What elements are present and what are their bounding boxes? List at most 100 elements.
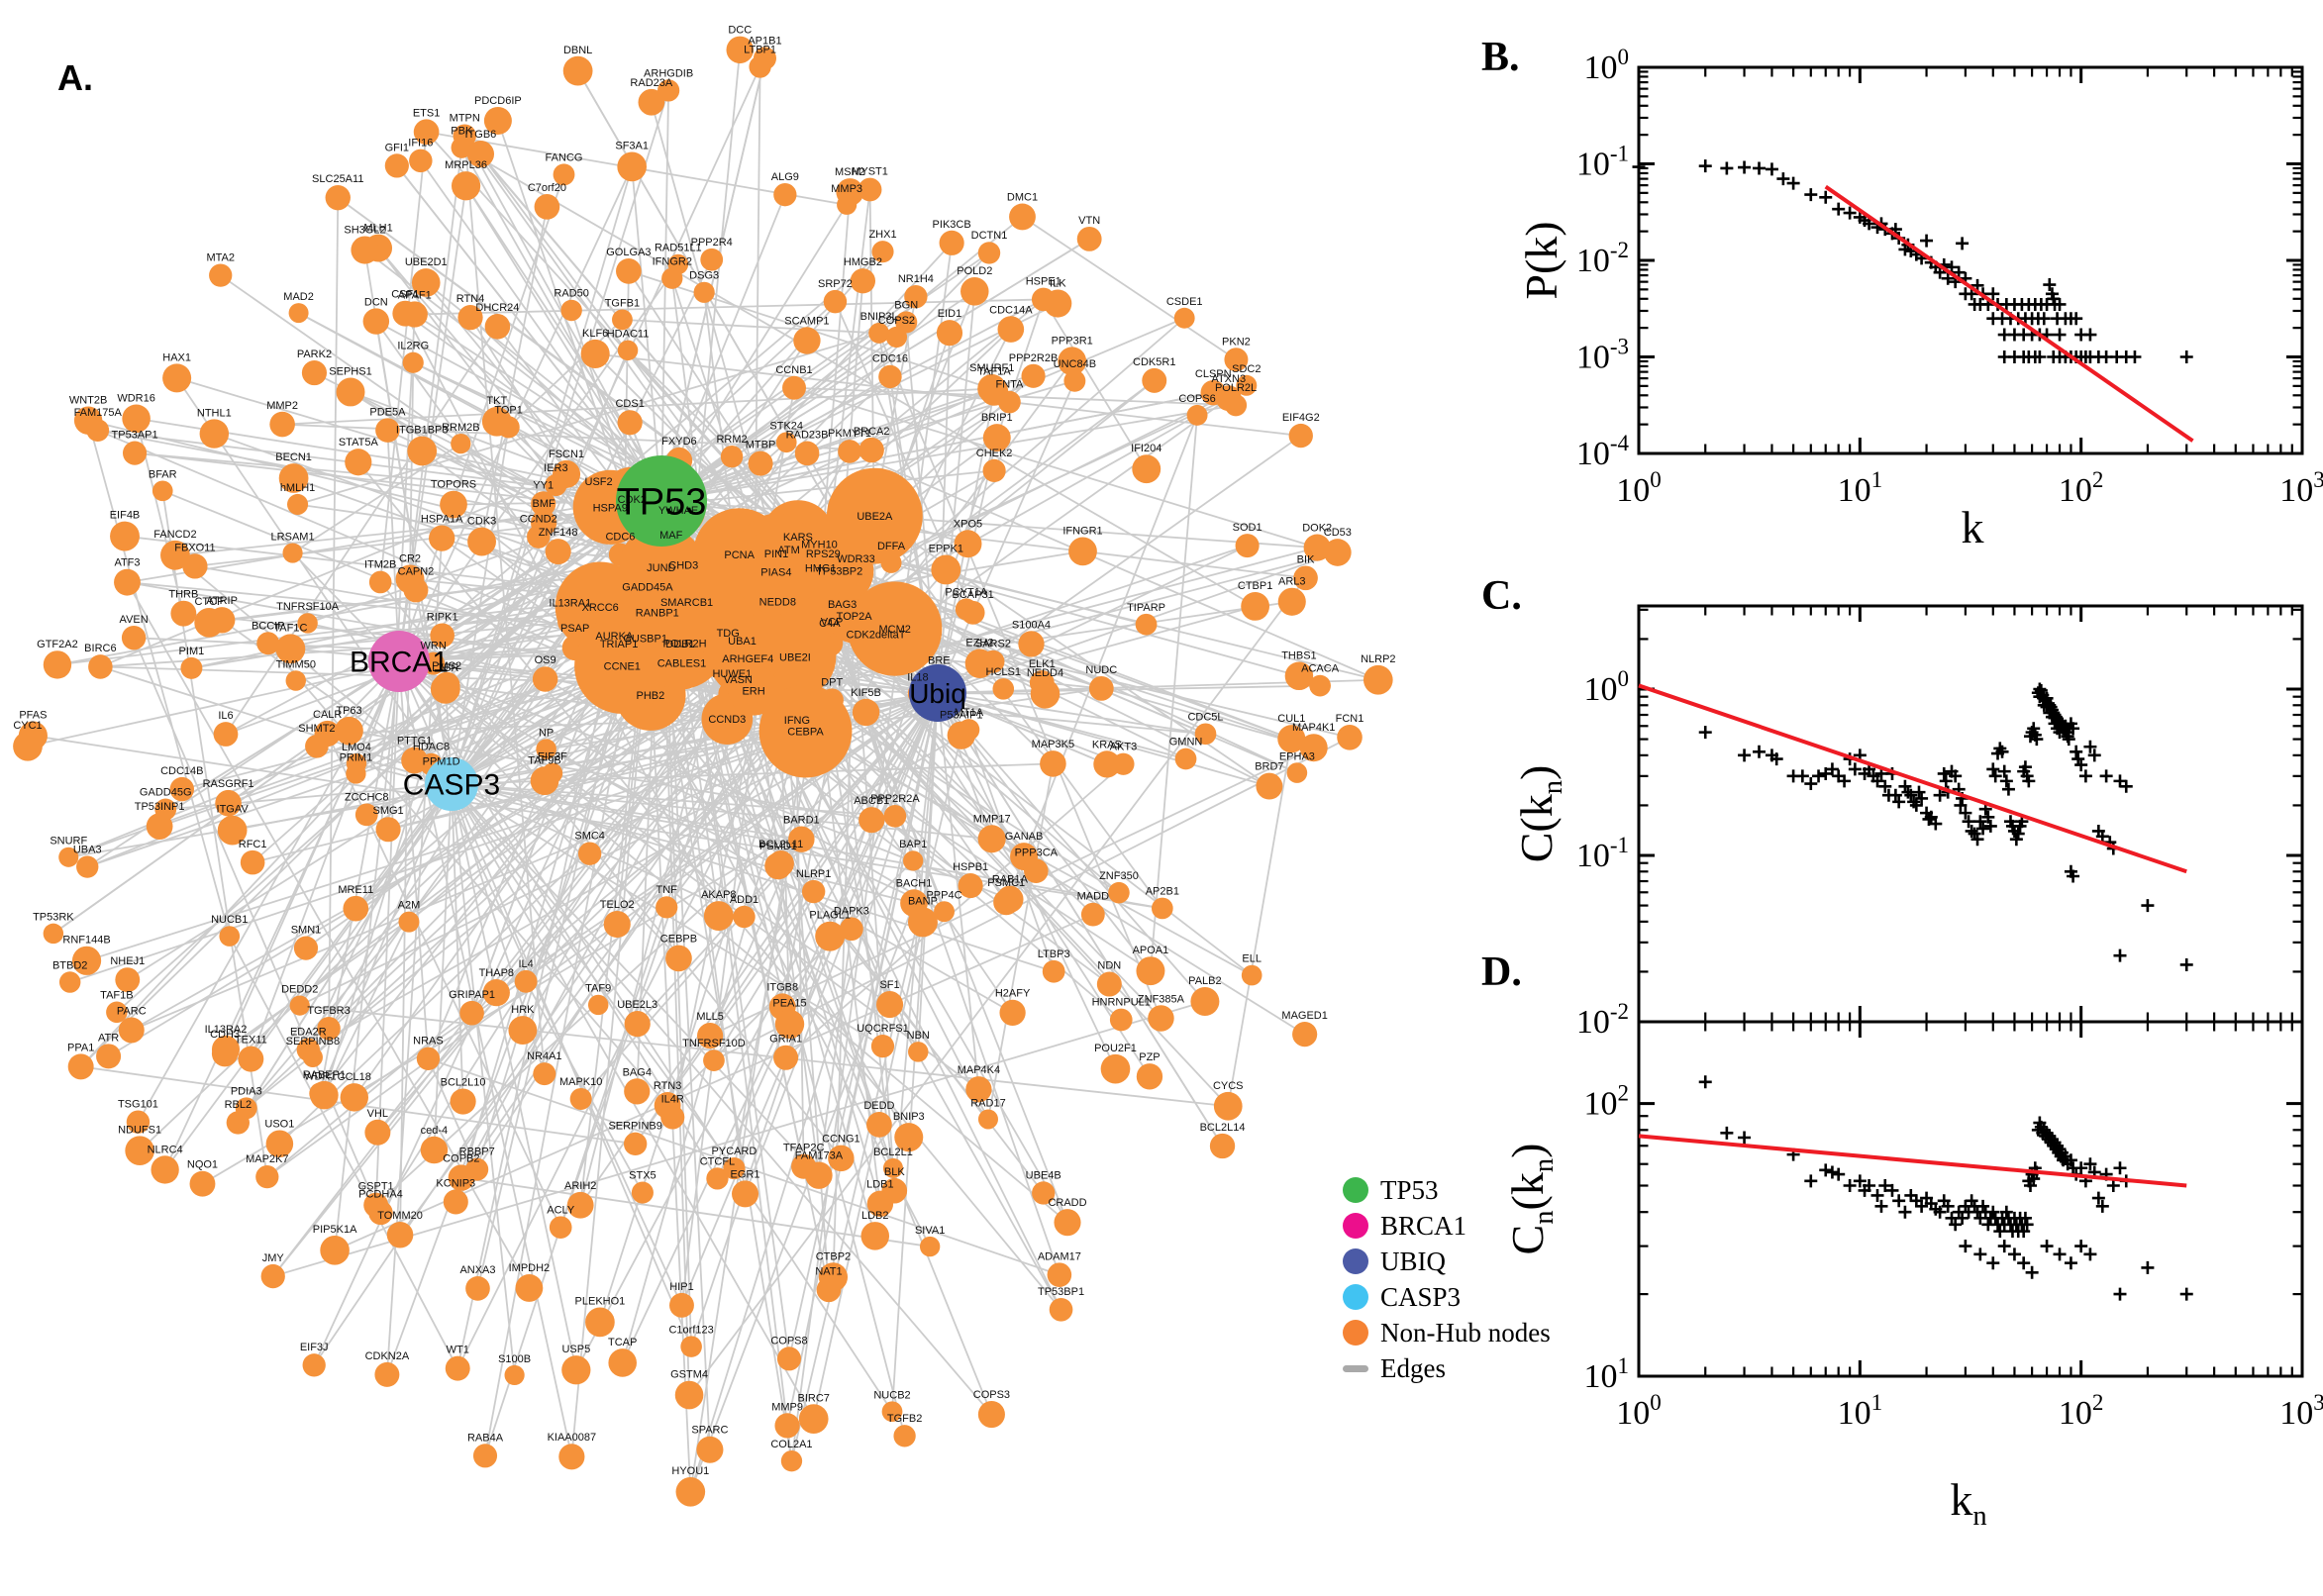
network-node-label: GADD45A (622, 582, 673, 594)
network-edge (660, 89, 670, 502)
data-point (1892, 1194, 1906, 1208)
data-points (1632, 159, 2193, 363)
network-node (302, 1353, 326, 1377)
network-node (1190, 987, 1220, 1017)
x-tick-label: 101 (1838, 1390, 1883, 1432)
network-edge (689, 902, 915, 1493)
network-node (566, 1191, 594, 1219)
network-node (958, 873, 983, 899)
network-node-label: SERPINB9 (608, 1121, 661, 1133)
data-point (1804, 188, 1818, 202)
network-edge (281, 387, 993, 426)
network-node (908, 1042, 929, 1062)
network-node (43, 923, 64, 945)
network-edge (291, 443, 462, 554)
network-node (580, 339, 610, 368)
network-node (1224, 348, 1249, 372)
y-tick-label: 10-3 (1576, 335, 1629, 376)
network-edge (433, 783, 453, 1151)
network-edge (334, 660, 400, 1251)
network-node (1337, 725, 1363, 750)
network-node (999, 999, 1026, 1027)
network-node-label: GADD45G (140, 787, 192, 799)
network-node (848, 581, 943, 676)
network-node (320, 1236, 350, 1265)
x-tick-label: 100 (1616, 467, 1662, 509)
network-node (697, 1023, 724, 1049)
data-point (1962, 815, 1975, 829)
network-node-label: CDK2 (618, 494, 647, 506)
network-node-label: KLF6 (582, 328, 608, 340)
data-point (2128, 350, 2142, 363)
network-node (728, 664, 779, 716)
y-axis-title: P(k) (1516, 221, 1566, 299)
network-node (560, 299, 582, 322)
network-edge (323, 921, 410, 1097)
network-node (1100, 1053, 1131, 1084)
network-node (860, 1222, 890, 1250)
x-tick-label: 102 (2059, 467, 2104, 509)
data-point (1804, 777, 1818, 791)
network-node-label: BCCIP (252, 620, 285, 632)
y-tick-label: 10-1 (1576, 142, 1629, 183)
network-node (876, 991, 904, 1019)
network-node (467, 527, 496, 556)
network-edge (323, 684, 449, 1097)
network-node-label: KARS (783, 532, 813, 544)
network-node (217, 815, 248, 846)
network-node (1241, 592, 1270, 621)
data-point (2040, 1240, 2054, 1253)
network-node (982, 424, 1011, 452)
network-node (235, 1097, 257, 1120)
network-node (703, 901, 734, 932)
data-point (2179, 1287, 2193, 1301)
data-point (1738, 1131, 1752, 1145)
network-edge (225, 500, 662, 736)
network-node (531, 510, 557, 537)
network-node-label: CDC6 (605, 532, 635, 544)
data-point (2099, 769, 2113, 783)
network-node-label: PCNA (724, 549, 755, 561)
network-node (1010, 843, 1039, 871)
network-node (703, 1049, 725, 1071)
network-edge (278, 718, 729, 1146)
hub-node-casp3 (425, 757, 478, 811)
data-point (2083, 1247, 2097, 1261)
network-node-label: COPS6 (1178, 393, 1215, 405)
data-point (2071, 752, 2085, 766)
network-node (675, 1476, 706, 1507)
network-edge (427, 1057, 478, 1171)
network-edge (790, 734, 962, 1462)
data-point (1812, 769, 1826, 783)
network-node (180, 656, 203, 679)
network-node (335, 716, 363, 746)
network-node (1256, 772, 1283, 800)
network-node (656, 79, 680, 102)
network-node (585, 1307, 615, 1338)
network-node (826, 467, 923, 564)
network-node (1303, 534, 1331, 561)
fit-line (1638, 1134, 2187, 1188)
network-node (110, 521, 140, 551)
network-edge (680, 692, 939, 1307)
network-node (114, 568, 141, 596)
network-node (407, 436, 438, 466)
network-node (310, 1080, 339, 1110)
network-edge (660, 321, 908, 502)
network-svg: NEDD8 KARS DDB1 PCNA HMG1 ARHGEF4 XRCC6 AURKA YW… (13, 25, 1396, 1507)
network-edge (163, 783, 453, 1171)
network-edge (987, 762, 1055, 1121)
network-node-label: USF2 (585, 476, 613, 488)
network-node (343, 895, 369, 922)
data-point (2141, 899, 2155, 913)
network-node (904, 284, 928, 309)
network-edge (1021, 216, 1238, 361)
network-node (1186, 404, 1208, 426)
network-node-label: CCNE1 (604, 661, 641, 673)
x-tick-label: 101 (1838, 467, 1883, 509)
network-node (638, 88, 665, 116)
network-node (482, 979, 510, 1007)
network-node-label: WRN (421, 641, 447, 652)
network-node (481, 406, 512, 437)
